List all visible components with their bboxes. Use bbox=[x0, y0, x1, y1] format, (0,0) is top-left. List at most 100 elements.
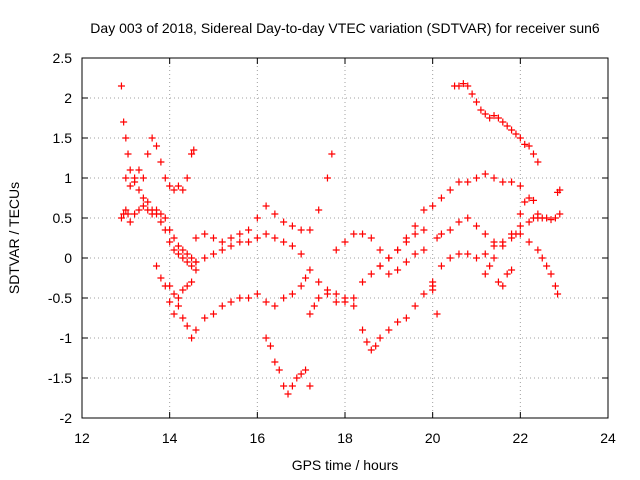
series-arc-14 bbox=[481, 194, 542, 290]
data-point bbox=[179, 254, 187, 262]
data-point bbox=[385, 326, 393, 334]
data-point bbox=[473, 222, 480, 230]
data-point bbox=[170, 246, 178, 254]
data-point bbox=[464, 178, 472, 186]
data-point bbox=[433, 310, 441, 318]
data-point bbox=[174, 294, 182, 302]
data-point bbox=[188, 150, 196, 158]
data-point bbox=[464, 214, 472, 222]
data-point bbox=[148, 134, 156, 142]
data-point bbox=[551, 282, 559, 290]
data-point bbox=[473, 254, 480, 262]
data-point bbox=[481, 250, 489, 258]
chart-title: Day 003 of 2018, Sidereal Day-to-day VTE… bbox=[90, 20, 600, 36]
data-point bbox=[288, 242, 296, 250]
data-point bbox=[534, 210, 542, 218]
data-point bbox=[420, 290, 428, 298]
data-point bbox=[481, 110, 489, 118]
data-point bbox=[144, 150, 152, 158]
data-point bbox=[516, 182, 524, 190]
data-point bbox=[433, 234, 441, 242]
data-point bbox=[376, 246, 384, 254]
data-point bbox=[262, 230, 270, 238]
data-point bbox=[245, 226, 253, 234]
y-tick-labels: -2 -1.5 -1 -0.5 0 0.5 1 1.5 2 2.5 bbox=[48, 50, 72, 426]
x-tick-label: 14 bbox=[162, 430, 178, 446]
data-point bbox=[120, 118, 128, 126]
data-point bbox=[192, 266, 200, 274]
data-point bbox=[170, 290, 178, 298]
data-point bbox=[153, 142, 161, 150]
data-point bbox=[227, 242, 235, 250]
data-point bbox=[131, 174, 139, 182]
data-point bbox=[508, 266, 516, 274]
data-point bbox=[446, 226, 454, 234]
data-point bbox=[284, 390, 292, 398]
data-point bbox=[328, 150, 336, 158]
data-point bbox=[306, 226, 314, 234]
x-tick-label: 16 bbox=[250, 430, 266, 446]
data-point bbox=[201, 314, 209, 322]
data-point bbox=[183, 322, 191, 330]
data-point bbox=[245, 294, 253, 302]
data-point bbox=[402, 234, 410, 242]
data-point bbox=[166, 282, 174, 290]
data-point bbox=[236, 230, 244, 238]
data-point bbox=[126, 166, 134, 174]
data-point bbox=[446, 186, 454, 194]
y-tick-label: -0.5 bbox=[48, 290, 72, 306]
data-point bbox=[429, 202, 437, 210]
data-point bbox=[117, 214, 125, 222]
x-tick-label: 18 bbox=[337, 430, 353, 446]
data-point bbox=[538, 254, 546, 262]
data-point bbox=[499, 282, 507, 290]
data-point bbox=[179, 314, 187, 322]
data-point bbox=[437, 230, 445, 238]
data-point bbox=[411, 302, 419, 310]
series-arc-3 bbox=[122, 134, 198, 194]
data-point bbox=[508, 126, 516, 134]
series-arc-15 bbox=[554, 186, 564, 196]
data-point bbox=[183, 258, 191, 266]
data-point bbox=[525, 218, 533, 226]
data-point bbox=[402, 258, 410, 266]
data-point bbox=[192, 258, 200, 266]
data-point bbox=[210, 310, 217, 318]
data-point bbox=[179, 286, 187, 294]
data-point bbox=[210, 234, 217, 242]
data-point bbox=[124, 210, 132, 218]
y-tick-label: 1 bbox=[64, 170, 72, 186]
data-point bbox=[332, 298, 340, 306]
data-point bbox=[179, 186, 187, 194]
data-point bbox=[394, 266, 402, 274]
data-point bbox=[306, 310, 314, 318]
data-point bbox=[188, 278, 196, 286]
data-point bbox=[236, 238, 244, 246]
series-arc-5 bbox=[166, 150, 336, 318]
data-point bbox=[201, 230, 209, 238]
data-point bbox=[148, 210, 156, 218]
data-point bbox=[486, 262, 494, 270]
data-point bbox=[481, 170, 489, 178]
data-point bbox=[499, 118, 507, 126]
series-arc-9 bbox=[332, 170, 524, 262]
data-point bbox=[332, 290, 340, 298]
data-point bbox=[490, 174, 498, 182]
data-point bbox=[455, 178, 463, 186]
data-point bbox=[512, 130, 520, 138]
data-point bbox=[551, 214, 559, 222]
data-point bbox=[556, 186, 564, 194]
data-point bbox=[262, 202, 270, 210]
data-point bbox=[402, 314, 410, 322]
data-point bbox=[218, 302, 226, 310]
data-point bbox=[534, 158, 542, 166]
data-point bbox=[521, 140, 529, 148]
y-tick-label: 2.5 bbox=[53, 50, 73, 66]
data-point bbox=[323, 174, 331, 182]
data-point bbox=[512, 230, 520, 238]
data-point bbox=[529, 196, 537, 204]
data-point bbox=[210, 250, 217, 258]
data-point bbox=[367, 346, 375, 354]
data-point bbox=[315, 206, 323, 214]
series-arc-7 bbox=[262, 334, 314, 398]
